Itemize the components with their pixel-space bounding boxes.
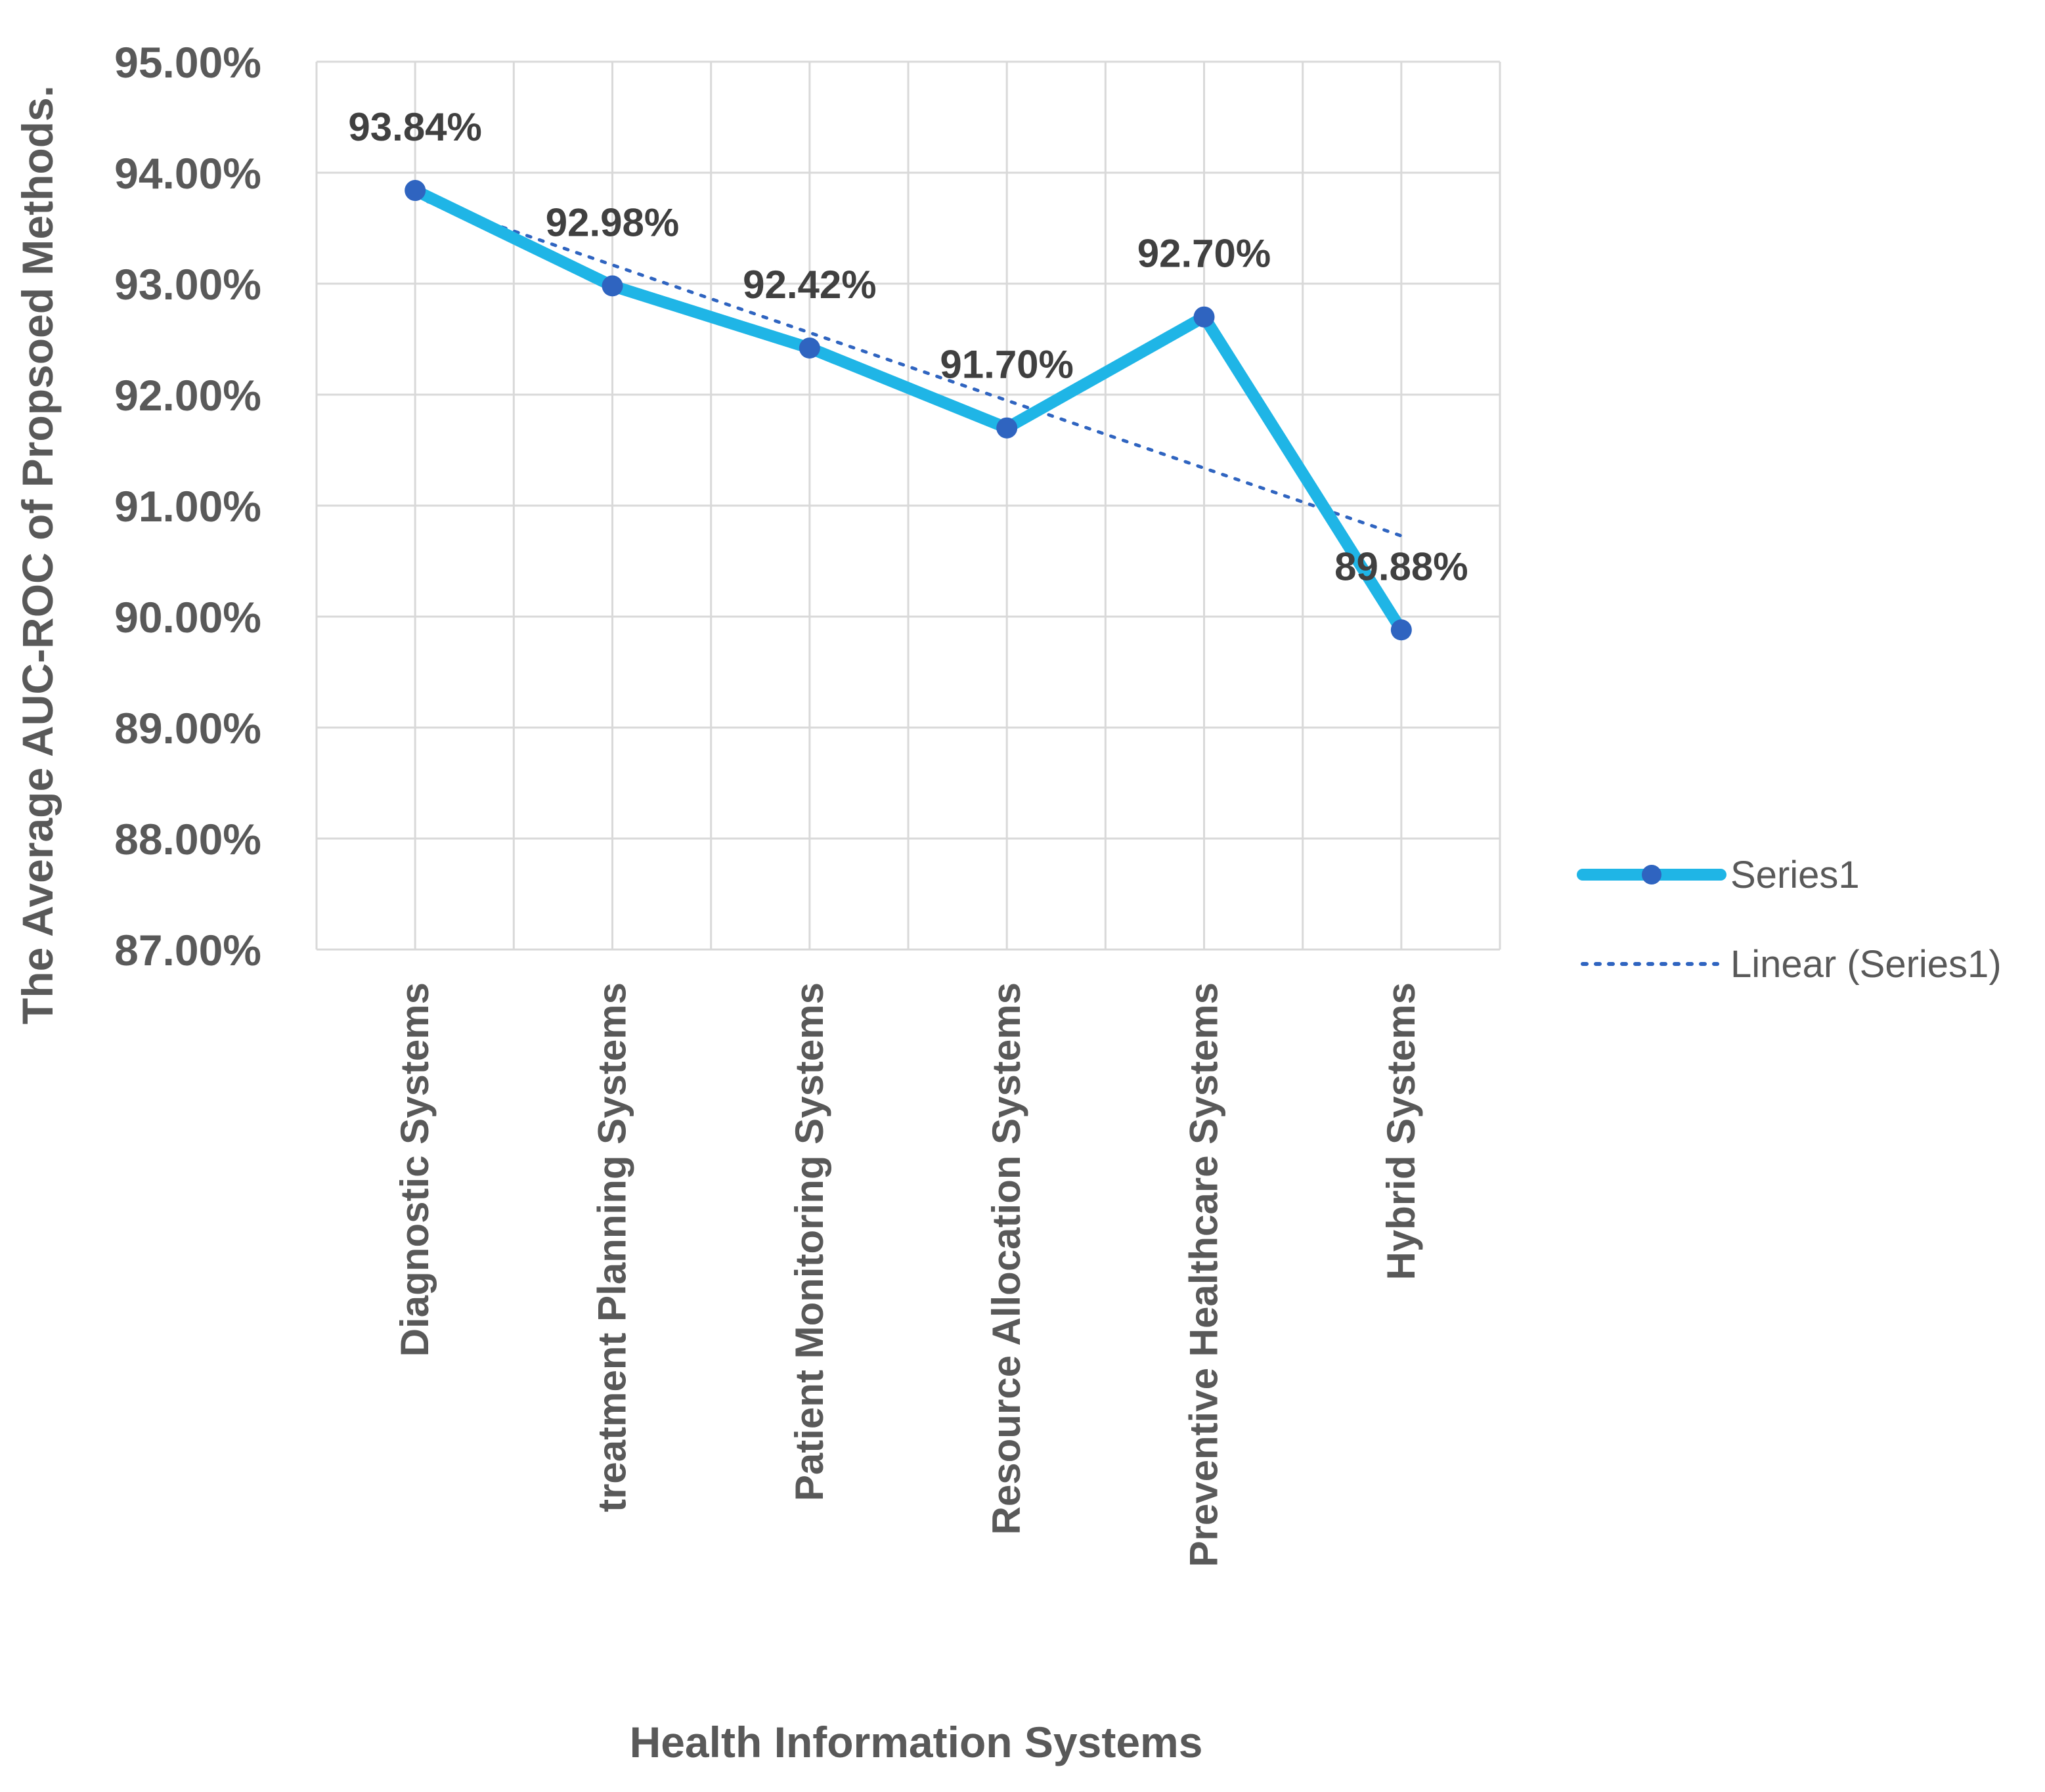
x-tick-label: Diagnostic Systems: [393, 982, 437, 1357]
y-axis-title: The Average AUC-ROC of Propsoed Methods.: [13, 85, 62, 1024]
series1-line: [409, 185, 1407, 636]
series1-point: [405, 180, 426, 202]
series1-point: [602, 275, 623, 297]
legend-series1-label: Series1: [1730, 854, 1860, 896]
y-tick-label: 90.00%: [114, 593, 261, 642]
y-axis-ticks: 95.00% 94.00% 93.00% 92.00% 91.00% 90.00% 89.0…: [114, 38, 261, 974]
data-label: 93.84%: [348, 105, 482, 149]
series-layer: [405, 180, 1412, 641]
x-tick-label: Resource Allocation Systems: [984, 982, 1028, 1535]
legend: Series1 Linear (Series1): [1577, 854, 2002, 986]
legend-trendline-label: Linear (Series1): [1730, 943, 2002, 986]
x-tick-label: treatment Planning Systems: [590, 982, 634, 1512]
data-labels: 93.84% 92.98% 92.42% 91.70% 92.70% 89.88%: [348, 105, 1468, 588]
gridlines: [315, 60, 1501, 951]
data-label: 92.98%: [546, 200, 680, 244]
y-tick-label: 92.00%: [114, 371, 261, 420]
x-tick-label: Hybrid Systems: [1379, 982, 1423, 1280]
series1-point: [996, 417, 1018, 439]
y-tick-label: 94.00%: [114, 149, 261, 198]
series1-point: [799, 338, 820, 359]
y-tick-label: 88.00%: [114, 815, 261, 863]
trendline: [413, 195, 1403, 538]
data-label: 92.70%: [1137, 232, 1271, 276]
y-tick-label: 91.00%: [114, 482, 261, 531]
y-tick-label: 89.00%: [114, 704, 261, 753]
x-tick-label: Patient Monitoring Systems: [787, 982, 831, 1501]
data-label: 89.88%: [1334, 544, 1468, 588]
x-axis-title: Health Information Systems: [630, 1718, 1203, 1766]
data-label: 92.42%: [743, 263, 877, 307]
y-tick-label: 93.00%: [114, 260, 261, 309]
data-label: 91.70%: [940, 343, 1074, 387]
x-axis-ticks: Diagnostic Systems treatment Planning Sys…: [393, 982, 1423, 1567]
trendline-layer: [413, 195, 1403, 538]
x-tick-label: Preventive Healthcare Systems: [1182, 982, 1226, 1567]
series1-point: [1193, 306, 1215, 328]
y-tick-label: 87.00%: [114, 926, 261, 974]
series1-point: [1390, 619, 1412, 641]
y-tick-label: 95.00%: [114, 38, 261, 87]
legend-series1-marker: [1642, 865, 1661, 885]
